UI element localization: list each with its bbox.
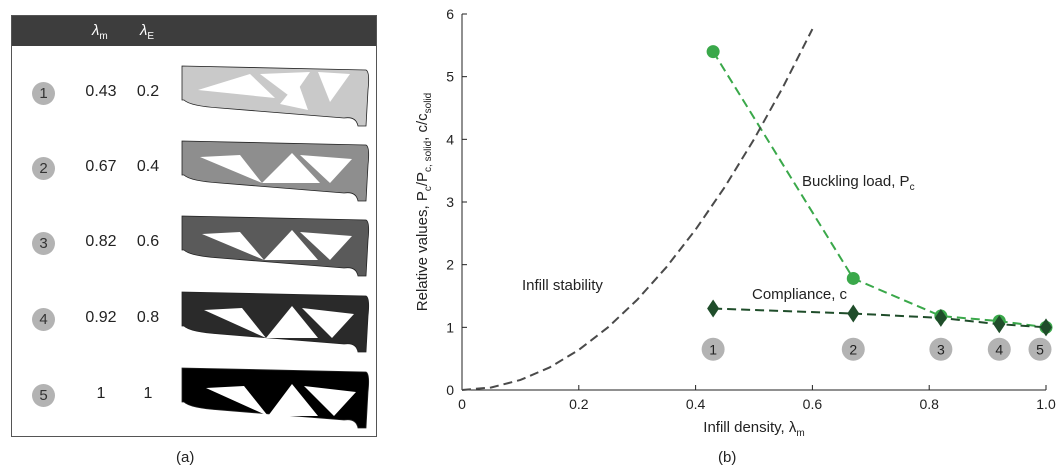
x-tick-label: 0.6	[803, 396, 823, 412]
lambda-m-header: λm	[92, 22, 108, 42]
lambda-e-value: 1	[143, 385, 153, 402]
y-tick-label: 4	[446, 131, 454, 147]
y-tick-label: 5	[446, 69, 454, 85]
lambda-m-value: 1	[96, 385, 106, 402]
lambda-m-value: 0.67	[85, 158, 117, 175]
series-line	[461, 28, 814, 391]
lambda-m-value: 0.43	[85, 83, 117, 100]
data-point	[934, 308, 947, 327]
series-label-infill-stability: Infill stability	[522, 277, 603, 294]
beam-design-image	[181, 367, 370, 429]
table-header: λm λE	[12, 16, 376, 46]
table-row: 4 0.92 0.8	[12, 282, 376, 358]
x-tick-label: 1.0	[1036, 396, 1056, 412]
design-number-label: 3	[937, 341, 945, 357]
design-number-label: 2	[849, 341, 857, 357]
data-point	[993, 315, 1006, 334]
x-tick-label: 0	[458, 396, 466, 412]
beam-design-image	[181, 140, 370, 202]
caption-a: (a)	[176, 449, 195, 466]
lambda-e-value: 0.6	[136, 233, 160, 250]
x-axis-title: Infill density, λm	[703, 419, 804, 439]
table-row: 3 0.82 0.6	[12, 206, 376, 282]
lambda-e-value: 0.8	[136, 309, 160, 326]
table-row: 1 0.43 0.2	[12, 56, 376, 132]
design-number-label: 1	[709, 341, 717, 357]
design-number-badge	[929, 337, 953, 361]
beam-design-image	[181, 291, 370, 353]
design-number-badge	[701, 337, 725, 361]
data-point	[847, 304, 860, 323]
series-label-compliance: Compliance, c	[752, 286, 848, 303]
series-line	[712, 51, 1047, 329]
table-row: 2 0.67 0.4	[12, 131, 376, 207]
data-point	[706, 45, 720, 59]
design-number-badge: 1	[32, 82, 55, 105]
y-tick-label: 0	[446, 382, 454, 398]
x-tick-label: 0.8	[919, 396, 939, 412]
x-tick-label: 0.4	[686, 396, 706, 412]
series-label-buckling: Buckling load, Pc	[802, 173, 915, 193]
design-number-badge: 3	[32, 232, 55, 255]
lambda-m-value: 0.82	[85, 233, 117, 250]
design-number-badge: 4	[32, 308, 55, 331]
y-tick-label: 2	[446, 257, 454, 273]
table-row: 5 1 1	[12, 358, 376, 434]
y-tick-label: 1	[446, 319, 454, 335]
beam-design-image	[181, 215, 370, 277]
design-number-badge	[841, 337, 865, 361]
design-number-badge: 5	[32, 384, 55, 407]
lambda-m-value: 0.92	[85, 309, 117, 326]
design-number-label: 5	[1036, 341, 1044, 357]
design-number-badge: 2	[32, 157, 55, 180]
design-number-badge	[1028, 337, 1052, 361]
data-point	[846, 271, 860, 285]
design-number-label: 4	[995, 341, 1003, 357]
design-table: λm λE 1 0.43 0.2 2 0.67 0.4 3 0.82 0.6 4 0.92 0.8 5 1…	[11, 15, 377, 437]
y-tick-label: 3	[446, 194, 454, 210]
design-number-badge	[987, 337, 1011, 361]
relative-values-chart: 0 0.2 0.4 0.6 0.8 1.0 0 1 2 3 4 5 6 Infill density, λ…	[414, 6, 1056, 439]
x-tick-label: 0.2	[569, 396, 589, 412]
data-point	[1040, 318, 1052, 337]
lambda-e-header: λE	[140, 22, 155, 42]
lambda-e-value: 0.2	[136, 83, 160, 100]
y-tick-label: 6	[446, 6, 454, 22]
y-axis-title: Relative values, Pc/Pc, solid, c/csolid	[414, 93, 434, 311]
beam-design-image	[181, 65, 370, 127]
data-point	[707, 299, 720, 318]
caption-b: (b)	[718, 449, 737, 466]
lambda-e-value: 0.4	[136, 158, 160, 175]
